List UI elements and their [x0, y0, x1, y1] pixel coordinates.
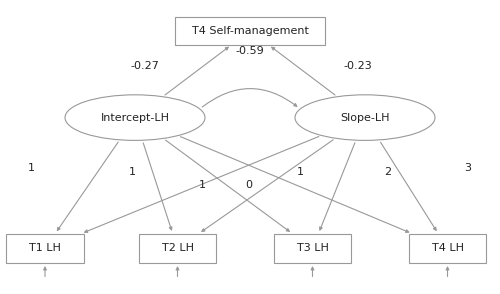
- Text: T1 LH: T1 LH: [29, 243, 61, 253]
- Text: -0.23: -0.23: [343, 61, 372, 71]
- Text: T4 LH: T4 LH: [432, 243, 464, 253]
- Text: T3 LH: T3 LH: [296, 243, 328, 253]
- FancyBboxPatch shape: [274, 234, 351, 263]
- Text: T4 Self-management: T4 Self-management: [192, 26, 308, 36]
- Text: -0.27: -0.27: [130, 61, 160, 71]
- Text: 0: 0: [246, 180, 252, 190]
- FancyBboxPatch shape: [175, 17, 325, 45]
- Text: Intercept-LH: Intercept-LH: [100, 113, 170, 123]
- Text: T2 LH: T2 LH: [162, 243, 194, 253]
- Text: 1: 1: [28, 163, 34, 173]
- Text: 1: 1: [296, 167, 304, 177]
- FancyBboxPatch shape: [138, 234, 216, 263]
- FancyBboxPatch shape: [409, 234, 486, 263]
- Text: 1: 1: [199, 180, 206, 190]
- Text: -0.59: -0.59: [236, 46, 264, 56]
- FancyBboxPatch shape: [6, 234, 84, 263]
- Text: 1: 1: [129, 167, 136, 177]
- Text: 3: 3: [464, 163, 471, 173]
- Ellipse shape: [65, 95, 205, 141]
- Text: Slope-LH: Slope-LH: [340, 113, 390, 123]
- Ellipse shape: [295, 95, 435, 141]
- Text: 2: 2: [384, 167, 391, 177]
